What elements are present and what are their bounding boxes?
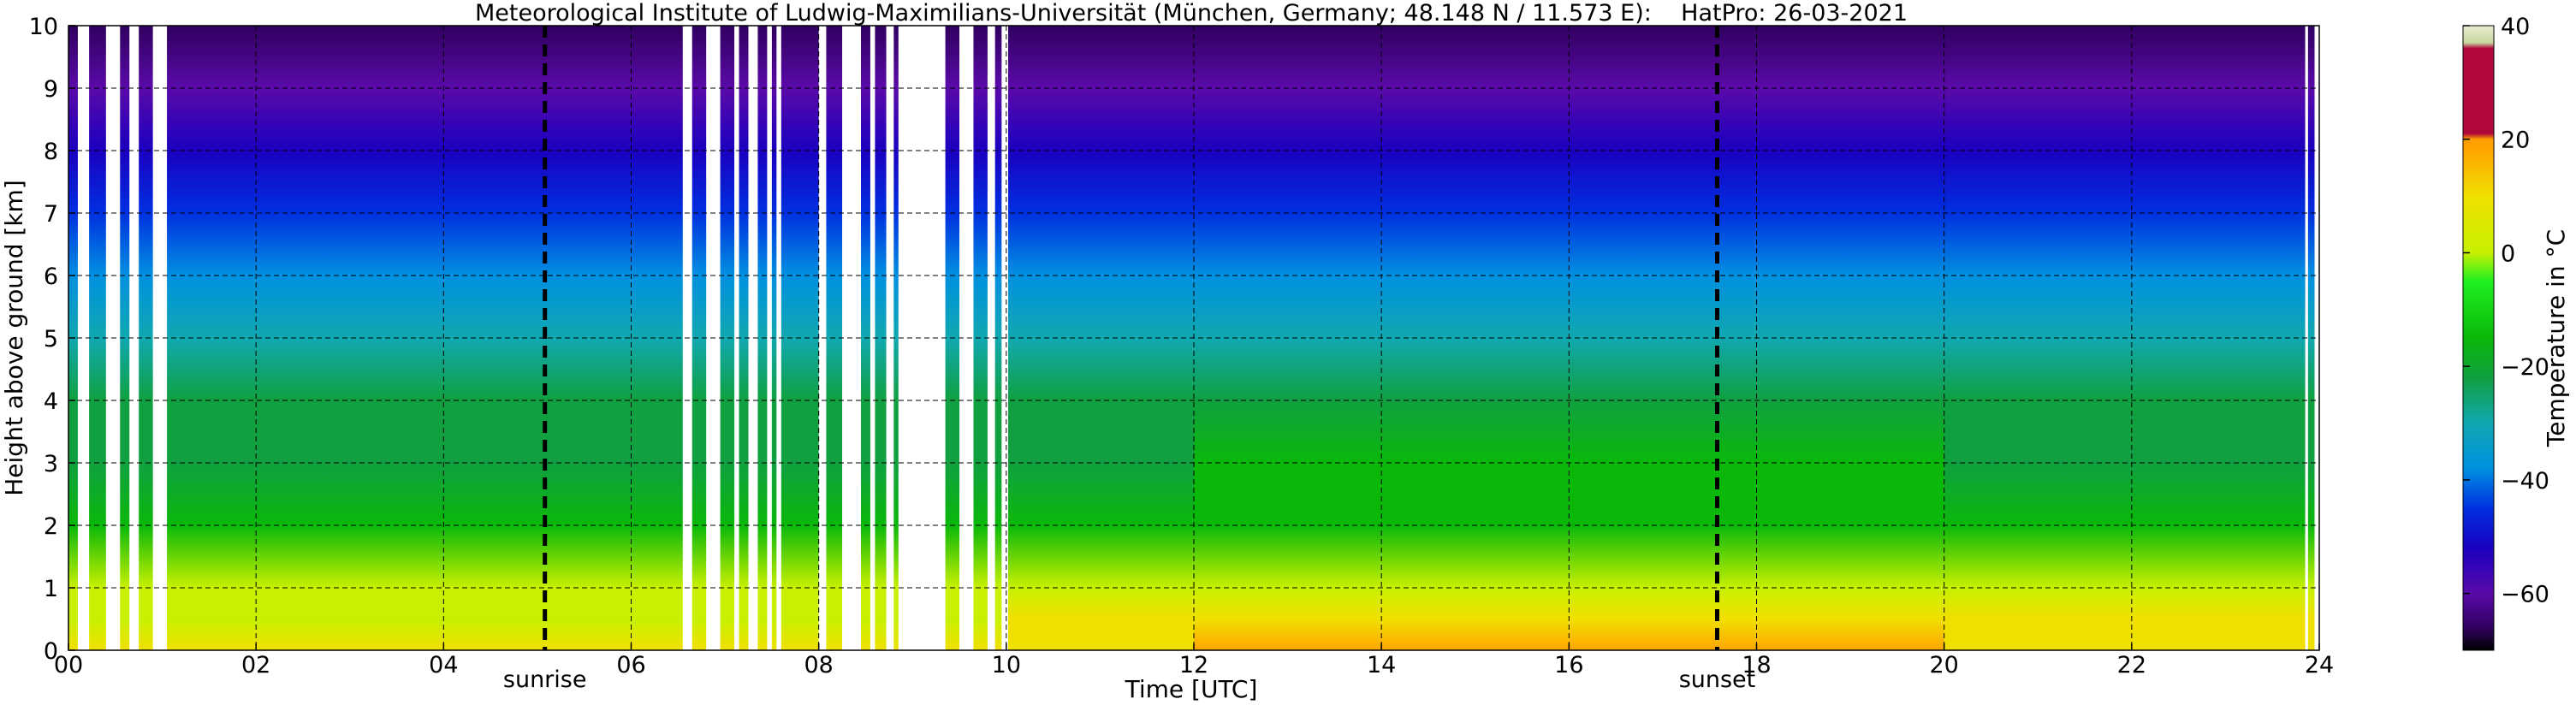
sun-event-labels: sunrise sunset	[503, 666, 1755, 693]
y-tick-label: 10	[29, 14, 58, 40]
sunset-label: sunset	[1679, 666, 1756, 693]
missing-data-gap	[959, 26, 974, 650]
colorbar-tick-label: 20	[2501, 127, 2530, 154]
x-axis-label: Time [UTC]	[1125, 675, 1258, 703]
missing-data-gap	[748, 26, 758, 650]
y-tick-label: 2	[44, 513, 58, 540]
x-tick-label: 24	[2305, 652, 2334, 678]
grid-lines	[68, 26, 2319, 650]
x-tick-label: 14	[1367, 652, 1396, 678]
y-tick-label: 8	[44, 139, 58, 165]
y-tick-label: 5	[44, 326, 58, 352]
colorbar-tick-label: 40	[2501, 14, 2530, 40]
y-tick-label: 6	[44, 264, 58, 290]
colorbar-tick-label: 0	[2501, 240, 2515, 267]
x-tick-label: 12	[1179, 652, 1208, 678]
x-tick-label: 22	[2117, 652, 2146, 678]
y-tick-label: 0	[44, 638, 58, 665]
y-tick-label: 4	[44, 388, 58, 415]
x-tick-label: 10	[992, 652, 1021, 678]
y-tick-label: 3	[44, 451, 58, 477]
colorbar	[2462, 25, 2495, 651]
missing-data-gap	[870, 26, 875, 650]
y-axis-ticks: 0 1 2 3 4 5 6 7 8 9 10	[29, 14, 75, 665]
x-tick-label: 20	[1929, 652, 1958, 678]
y-axis-label: Height above ground [km]	[0, 180, 28, 496]
x-tick-label: 18	[1742, 652, 1771, 678]
missing-data-gap	[767, 26, 772, 650]
colorbar-ticks: −60 −40 −20 0 20 40	[2463, 14, 2549, 608]
plot-area	[68, 26, 2319, 650]
y-tick-label: 9	[44, 76, 58, 103]
y-tick-label: 1	[44, 576, 58, 602]
x-tick-label: 06	[616, 652, 645, 678]
missing-data-gap	[898, 26, 946, 650]
x-tick-label: 16	[1554, 652, 1583, 678]
colorbar-label: Temperature in °C	[2542, 229, 2570, 447]
x-tick-label: 02	[241, 652, 270, 678]
x-tick-label: 00	[54, 652, 83, 678]
missing-data-gap	[152, 26, 168, 650]
x-axis-ticks: 00 02 04 06 08 10 12 14 16 18 20 22 24	[54, 643, 2334, 678]
colorbar-tick-label: −20	[2501, 354, 2549, 381]
colorbar-tick-label: −60	[2501, 582, 2549, 608]
sun-event-lines	[543, 26, 1719, 650]
missing-data-gap	[2314, 26, 2319, 650]
x-tick-label: 08	[804, 652, 833, 678]
missing-data-gap	[129, 26, 139, 650]
missing-data-gap	[886, 26, 894, 650]
missing-data-gap	[987, 26, 995, 650]
x-tick-label: 04	[429, 652, 458, 678]
missing-data-gap	[77, 26, 90, 650]
y-tick-label: 7	[44, 201, 58, 228]
sunrise-label: sunrise	[503, 666, 587, 693]
chart-title: Meteorological Institute of Ludwig-Maxim…	[475, 0, 1908, 27]
colorbar-tick-label: −40	[2501, 468, 2549, 495]
